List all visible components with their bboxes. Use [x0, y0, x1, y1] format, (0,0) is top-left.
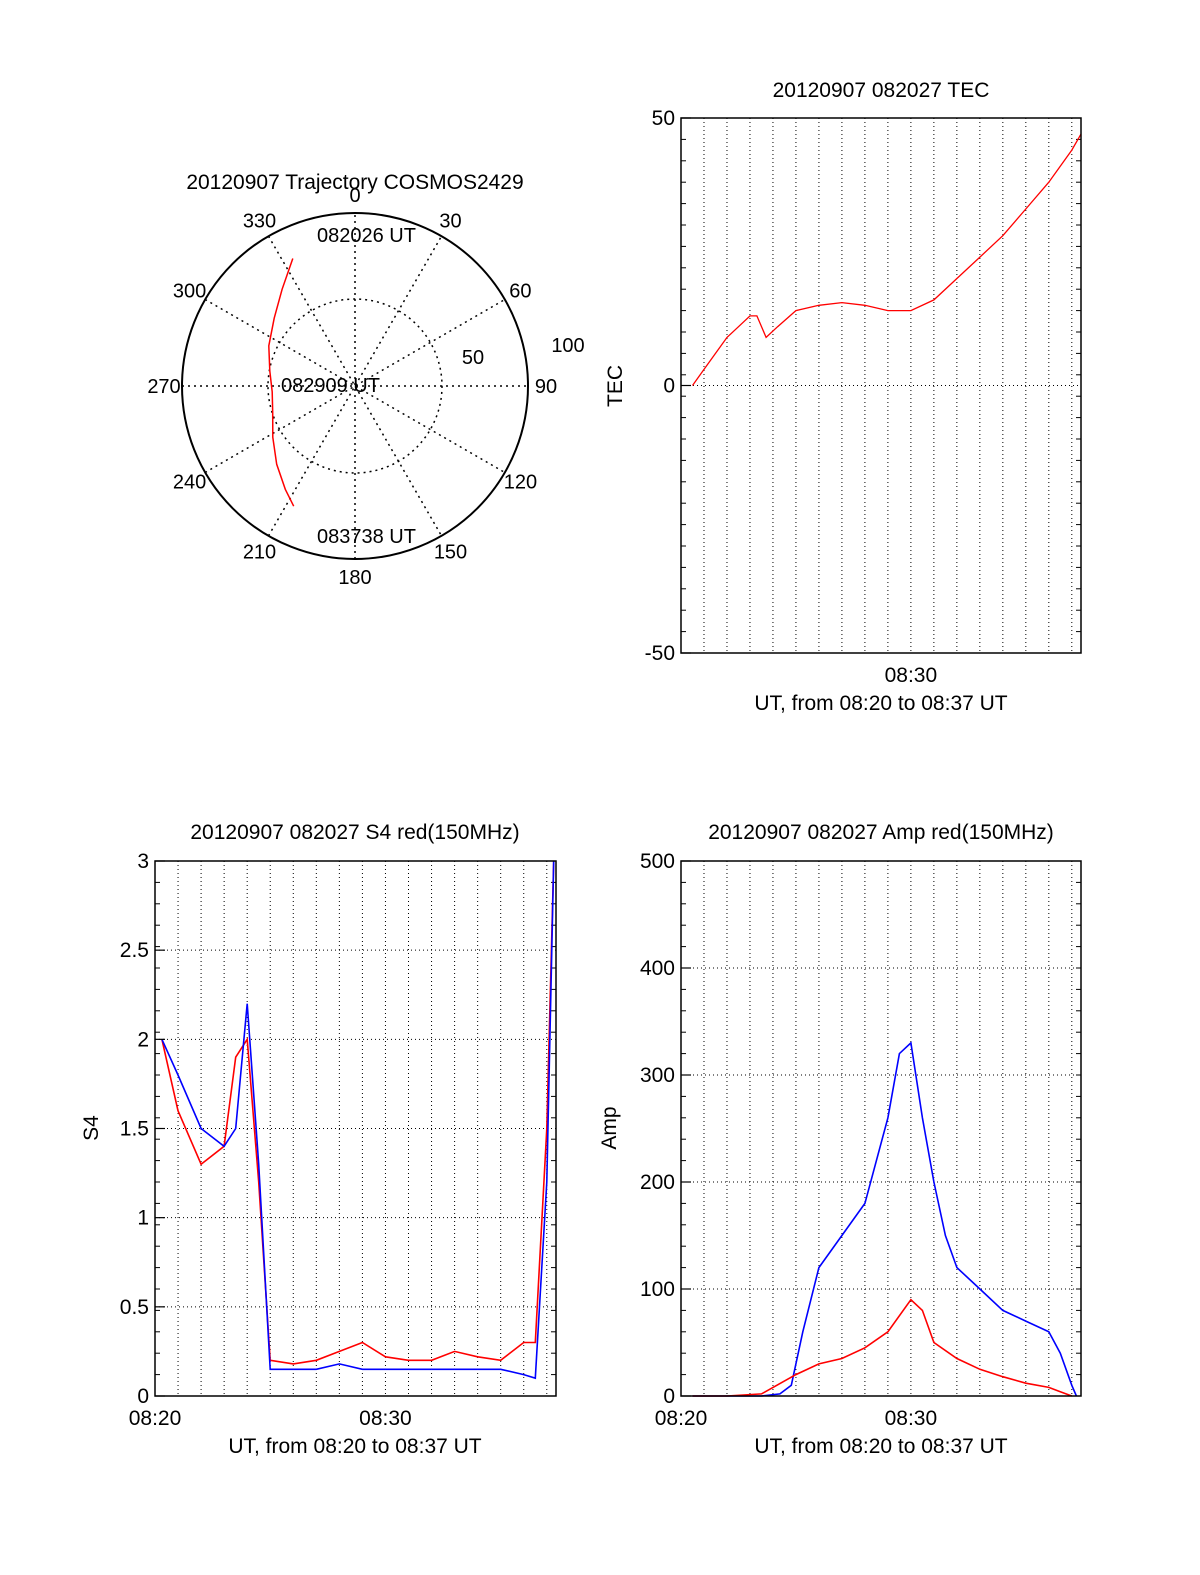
amp-xtick-label: 08:30	[885, 1407, 938, 1430]
polar-spoke-150	[267, 235, 443, 537]
s4-xtick-label: 08:20	[129, 1407, 182, 1430]
s4-ytick-label: 3	[137, 850, 149, 873]
polar-angle-label: 120	[504, 472, 537, 494]
polar-angle-label: 210	[243, 541, 276, 563]
polar-angle-label: 180	[338, 567, 371, 589]
trajectory-end-label: 083738 UT	[317, 526, 416, 548]
s4-series-blue	[161, 860, 555, 1380]
amp-title: 20120907 082027 Amp red(150MHz)	[708, 821, 1054, 844]
s4-ytick-label: 2.5	[120, 939, 149, 962]
amp-ytick-label: 500	[640, 850, 675, 873]
amp-ytick-label: 400	[640, 957, 675, 980]
polar-spoke-120	[204, 298, 506, 474]
polar-angle-labels: 0 30 60 90 120 150 180 210 240 270 300 330	[147, 185, 557, 589]
s4-xlabel: UT, from 08:20 to 08:37 UT	[228, 1435, 481, 1458]
tec-xlabel: UT, from 08:20 to 08:37 UT	[754, 692, 1007, 715]
tec-ytick-label: 0	[663, 375, 675, 398]
polar-angle-label: 330	[243, 211, 276, 233]
polar-angle-label: 270	[147, 376, 180, 398]
amp-series-blue	[692, 1041, 1078, 1397]
polar-angle-label: 90	[535, 376, 557, 398]
amp-plot-frame	[680, 860, 1082, 1397]
s4-ytick-label: 2	[137, 1028, 149, 1051]
polar-angle-label: 0	[349, 185, 360, 207]
polar-angle-label: 300	[173, 281, 206, 303]
polar-angle-label: 150	[434, 541, 467, 563]
s4-ytick-label: 0	[137, 1385, 149, 1408]
tec-ytick-label: -50	[645, 642, 675, 665]
s4-ytick-label: 1	[137, 1207, 149, 1230]
trajectory-title: 20120907 Trajectory COSMOS2429	[186, 171, 523, 194]
polar-spoke-60	[204, 298, 506, 474]
tec-ytick-label: 50	[652, 107, 675, 130]
polar-angle-label: 30	[439, 211, 461, 233]
amp-xtick-label: 08:20	[655, 1407, 708, 1430]
polar-angle-label: 240	[173, 472, 206, 494]
amp-ytick-label: 0	[663, 1385, 675, 1408]
polar-spoke-30	[267, 235, 443, 537]
s4-series-red	[161, 860, 555, 1365]
tec-ylabel: TEC	[604, 365, 627, 407]
tec-title: 20120907 082027 TEC	[773, 79, 990, 102]
radial-label-50: 50	[462, 347, 484, 369]
amp-xlabel: UT, from 08:20 to 08:37 UT	[754, 1435, 1007, 1458]
s4-ytick-label: 0.5	[120, 1296, 149, 1319]
amp-ytick-label: 200	[640, 1171, 675, 1194]
amp-chart: 20120907 082027 Amp red(150MHz) Amp UT, …	[598, 821, 1082, 1458]
s4-ylabel: S4	[80, 1115, 103, 1141]
radial-label-100: 100	[551, 335, 584, 357]
tec-xtick-label: 08:30	[885, 664, 938, 687]
polar-angle-label: 60	[509, 281, 531, 303]
tec-chart: 20120907 082027 TEC TEC UT, from 08:20 t…	[604, 79, 1082, 715]
s4-title: 20120907 082027 S4 red(150MHz)	[190, 821, 519, 844]
amp-ylabel: Amp	[598, 1106, 621, 1149]
s4-ytick-label: 1.5	[120, 1118, 149, 1141]
trajectory-chart: 20120907 Trajectory COSMOS2429 0 30 60 90 12…	[147, 171, 584, 589]
trajectory-start-label: 082026 UT	[317, 225, 416, 247]
amp-ytick-label: 100	[640, 1278, 675, 1301]
trajectory-line	[268, 258, 295, 507]
amp-series-red	[692, 1298, 1073, 1397]
trajectory-mid-label: 082909 UT	[281, 375, 380, 397]
amp-ytick-label: 300	[640, 1064, 675, 1087]
s4-chart: 20120907 082027 S4 red(150MHz) S4 UT, fr…	[80, 821, 557, 1458]
s4-xtick-label: 08:30	[359, 1407, 412, 1430]
tec-series-red	[691, 133, 1082, 386]
polar-spokes	[182, 213, 528, 559]
